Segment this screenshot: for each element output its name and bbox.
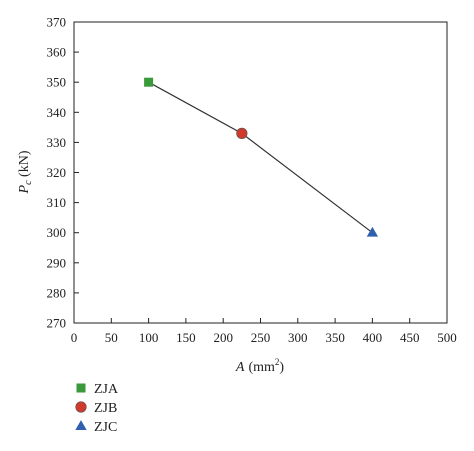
series-connecting-line <box>148 81 373 234</box>
x-tick-label: 50 <box>105 330 118 345</box>
legend-label-zjc: ZJC <box>94 420 117 435</box>
plot-area <box>73 21 448 324</box>
y-tick-label: 270 <box>47 316 67 331</box>
x-axis-label: A (mm2) <box>235 357 285 375</box>
y-tick-label: 310 <box>47 195 67 210</box>
data-point-zja <box>144 77 154 87</box>
x-tick-label: 450 <box>400 330 420 345</box>
legend: ZJA ZJB ZJC <box>75 382 119 435</box>
x-tick-label: 150 <box>176 330 196 345</box>
x-tick-label: 200 <box>213 330 233 345</box>
y-axis-label: Pc (kN) <box>17 150 34 194</box>
legend-marker-zjc <box>75 420 87 430</box>
plot-frame <box>73 21 448 324</box>
x-tick-label: 0 <box>71 330 78 345</box>
data-markers <box>144 77 379 237</box>
y-tick-label: 370 <box>47 15 67 30</box>
x-tick-label: 100 <box>139 330 159 345</box>
y-tick-label: 330 <box>47 135 67 150</box>
legend-marker-zjb <box>75 401 87 413</box>
y-tick-label: 360 <box>47 45 67 60</box>
series-line <box>148 81 373 234</box>
y-tick-label: 290 <box>47 255 67 270</box>
x-tick-label: 500 <box>437 330 457 345</box>
y-tick-label: 300 <box>47 225 67 240</box>
x-tick-label: 300 <box>288 330 308 345</box>
x-tick-label: 400 <box>363 330 383 345</box>
legend-label-zjb: ZJB <box>94 401 117 416</box>
x-tick-label: 250 <box>251 330 271 345</box>
y-tick-label: 280 <box>47 285 67 300</box>
x-tick-label: 350 <box>325 330 345 345</box>
y-tick-label: 340 <box>47 105 67 120</box>
legend-marker-zja <box>76 383 86 393</box>
data-point-zjb <box>236 127 248 139</box>
y-axis: 270 280 290 300 310 320 330 340 350 360 370 <box>47 15 79 331</box>
legend-label-zja: ZJA <box>94 382 119 397</box>
data-point-zjc <box>366 226 379 237</box>
y-tick-label: 350 <box>47 75 67 90</box>
x-axis: 0 50 100 150 200 250 300 350 400 450 500 <box>71 318 457 345</box>
y-tick-label: 320 <box>47 165 67 180</box>
